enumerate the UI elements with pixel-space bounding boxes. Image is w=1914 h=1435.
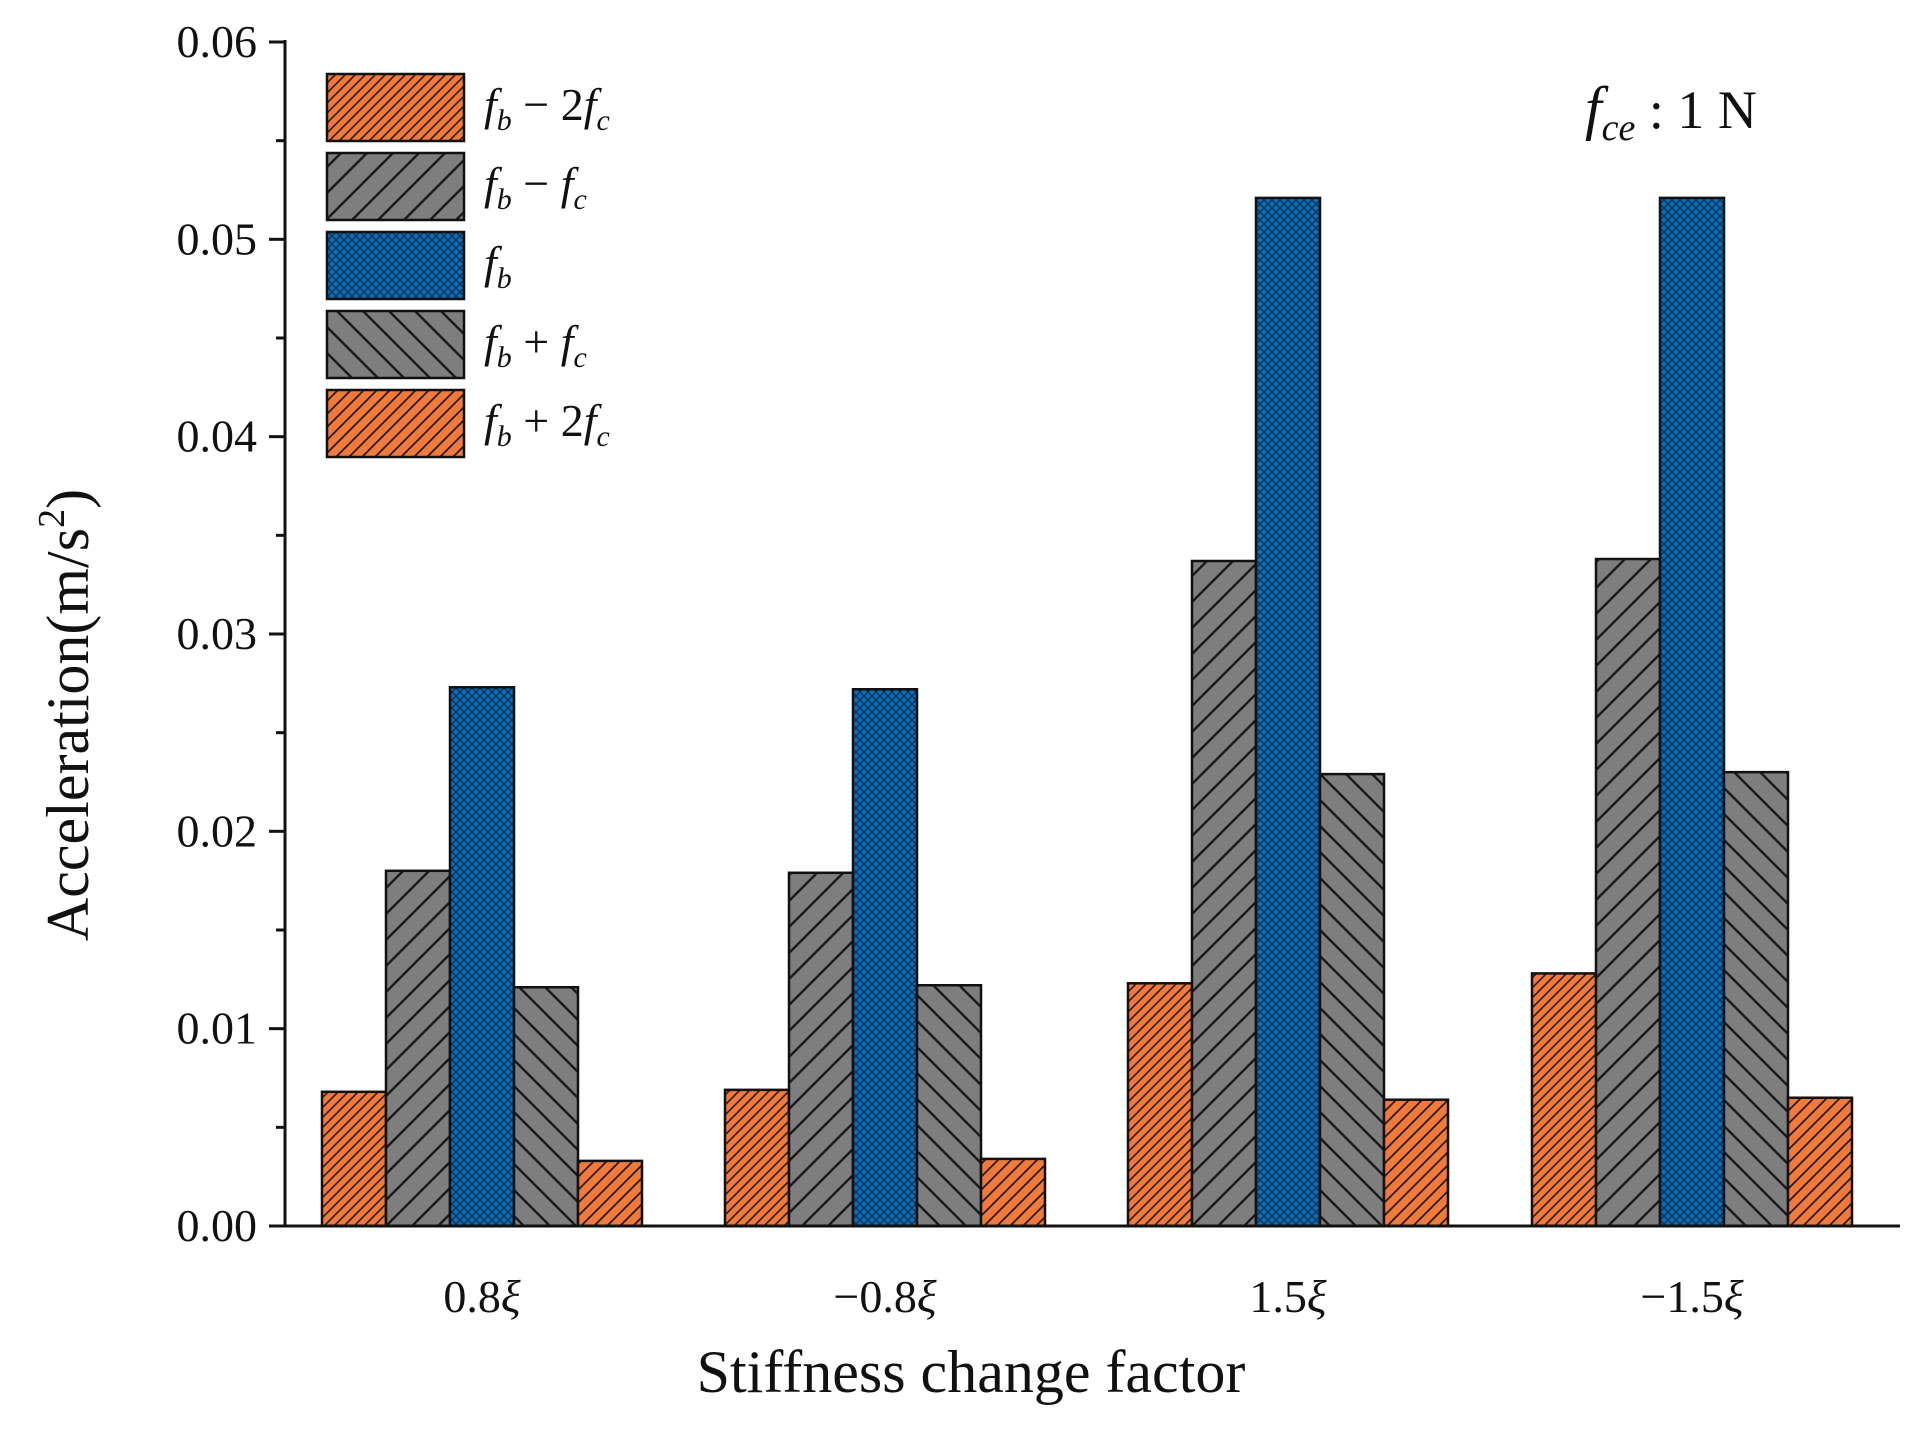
- bar-series-3-cat-4: [1658, 196, 1726, 1228]
- y-axis-title-end: ): [35, 489, 101, 509]
- x-tick-label: 0.8ξ: [443, 1271, 521, 1322]
- bar-series-3-cat-3: [1254, 196, 1322, 1228]
- bar-series-4-cat-4: [1722, 770, 1790, 1228]
- bar-series-3-cat-2: [851, 688, 919, 1228]
- legend-label-3: fb: [484, 237, 512, 295]
- y-tick-label: 0.00: [177, 1200, 258, 1251]
- axes-layer: [269, 40, 1900, 1228]
- y-tick-label: 0.04: [177, 411, 258, 462]
- bar-series-2-cat-1: [384, 869, 452, 1228]
- bar-series-2-cat-2: [787, 871, 855, 1228]
- bar-series-4-cat-2: [915, 984, 983, 1228]
- annotation-subscript: ce: [1602, 107, 1636, 149]
- force-annotation: fce : 1 N: [1585, 75, 1757, 149]
- y-tick-label: 0.01: [177, 1003, 258, 1054]
- bar-series-1-cat-4: [1530, 972, 1598, 1228]
- legend-swatch-4: [325, 309, 466, 380]
- y-tick-label: 0.03: [177, 608, 258, 659]
- legend-swatch-5: [325, 388, 466, 459]
- y-axis-title-main: Acceleration(m/s: [35, 528, 101, 941]
- legend-label-4: fb + fc: [484, 316, 587, 374]
- bars-layer: [320, 196, 1854, 1228]
- legend-swatch-1: [325, 72, 466, 143]
- y-tick-label: 0.06: [177, 16, 258, 67]
- legend-label-2: fb − fc: [484, 158, 587, 216]
- bar-series-5-cat-1: [576, 1159, 644, 1228]
- x-tick-label: 1.5ξ: [1249, 1271, 1327, 1322]
- x-axis-title: Stiffness change factor: [697, 1339, 1246, 1405]
- bar-series-2-cat-4: [1594, 557, 1662, 1228]
- bar-series-2-cat-3: [1190, 559, 1258, 1228]
- bar-series-1-cat-3: [1126, 982, 1194, 1228]
- bar-series-1-cat-1: [320, 1090, 388, 1228]
- x-tick-label: −1.5ξ: [1640, 1271, 1743, 1322]
- x-tick-labels: 0.8ξ −0.8ξ 1.5ξ −1.5ξ: [443, 1271, 1743, 1322]
- bar-series-4-cat-3: [1318, 772, 1386, 1228]
- legend: fb − 2fc fb − fc fb fb + fc fb + 2fc: [325, 72, 610, 459]
- legend-label-5: fb + 2fc: [484, 395, 610, 453]
- y-tick-label: 0.02: [177, 805, 258, 856]
- annotation-value: : 1 N: [1635, 80, 1757, 140]
- y-axis-title-sup: 2: [31, 509, 73, 528]
- bar-series-4-cat-1: [512, 985, 580, 1228]
- bar-series-3-cat-1: [448, 686, 516, 1228]
- y-tick-label: 0.05: [177, 213, 258, 264]
- y-tick-labels: 0.00 0.01 0.02 0.03 0.04 0.05 0.06: [177, 16, 258, 1251]
- y-axis-title: Acceleration(m/s2): [31, 489, 101, 941]
- x-tick-label: −0.8ξ: [833, 1271, 936, 1322]
- bar-series-5-cat-2: [979, 1157, 1047, 1228]
- legend-swatch-2: [325, 151, 466, 222]
- bar-series-1-cat-2: [723, 1088, 791, 1228]
- bar-series-5-cat-3: [1382, 1098, 1450, 1228]
- legend-swatch-3: [325, 230, 466, 301]
- legend-label-1: fb − 2fc: [484, 79, 610, 137]
- bar-series-5-cat-4: [1786, 1096, 1854, 1228]
